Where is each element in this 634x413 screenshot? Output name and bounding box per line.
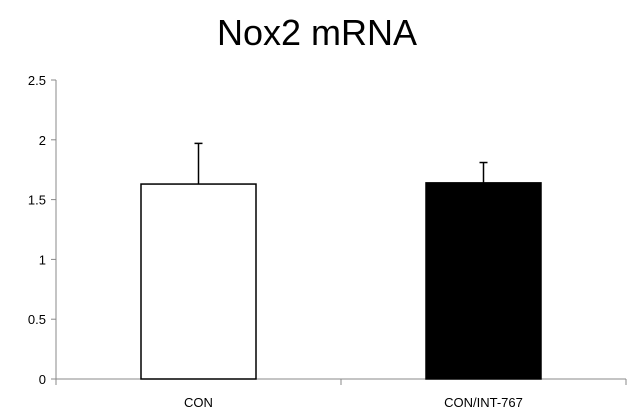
- y-tick-label-4: 2: [39, 133, 46, 148]
- bar-con-int-767: [425, 182, 542, 380]
- y-tick-label-2: 1: [39, 252, 46, 267]
- y-tick-label-3: 1.5: [28, 193, 46, 208]
- y-tick-label-0: 0: [39, 372, 46, 387]
- chart-title: Nox2 mRNA: [216, 12, 418, 53]
- y-tick-label-1: 0.5: [28, 312, 46, 327]
- y-tick-label-5: 2.5: [28, 73, 46, 88]
- x-category-label-1: CON/INT-767: [444, 395, 523, 410]
- bar-con: [140, 183, 257, 380]
- x-category-label-0: CON: [184, 395, 213, 410]
